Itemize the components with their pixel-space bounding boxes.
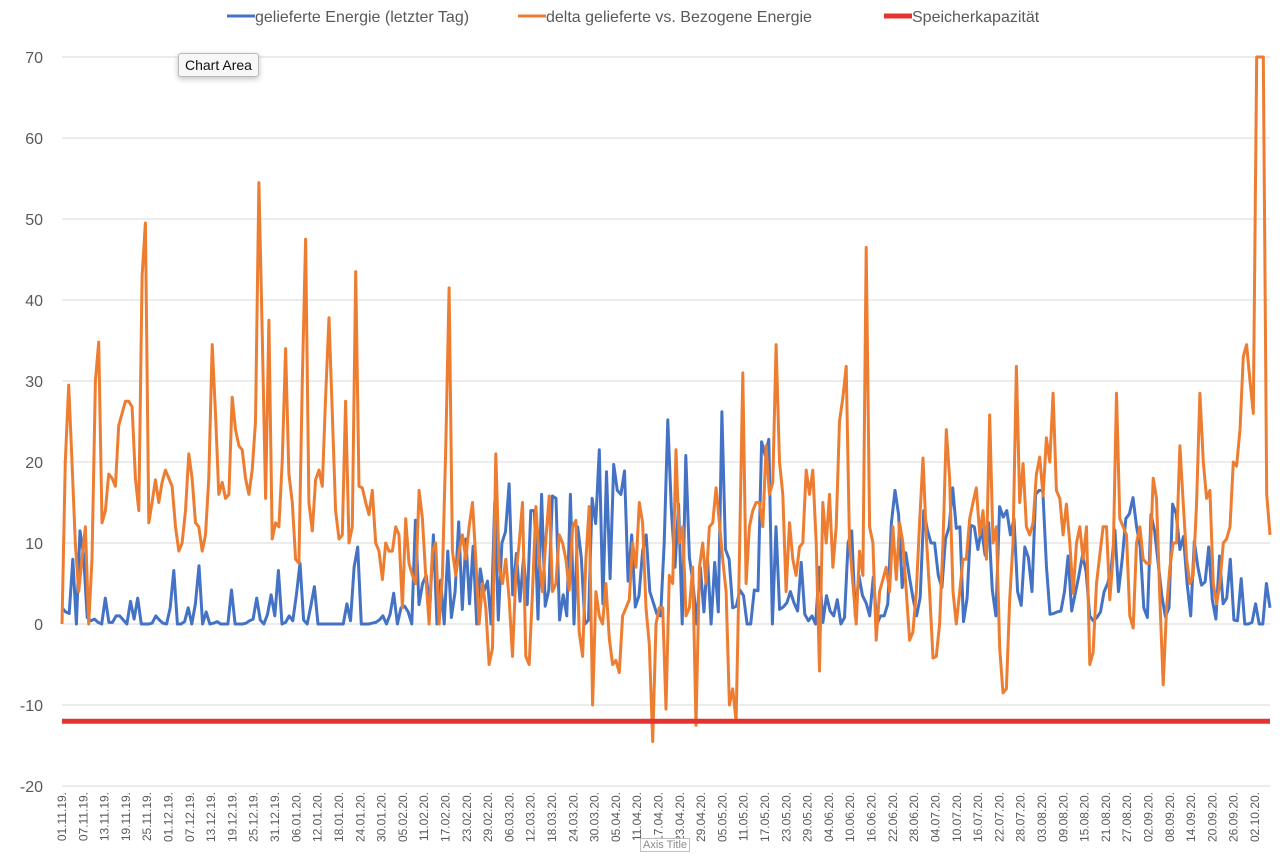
plot-area (60, 55, 1272, 743)
x-tick-label: 01.12.19. (162, 792, 176, 842)
x-tick-label: 16.07.20. (971, 792, 985, 842)
x-tick-label: 17.02.20. (438, 792, 452, 842)
x-tick-label: 18.01.20. (332, 792, 346, 842)
y-tick-label: 30 (25, 374, 43, 391)
x-tick-label: 12.01.20. (311, 792, 325, 842)
x-tick-label: 13.11.19. (98, 792, 112, 841)
x-tick-label: 07.11.19. (76, 792, 90, 841)
legend-entry: delta gelieferte vs. Bezogene Energie (546, 9, 812, 26)
x-axis-title[interactable]: Axis Title (640, 838, 691, 852)
x-tick-label: 15.08.20. (1078, 792, 1092, 842)
x-tick-label: 16.06.20. (865, 792, 879, 842)
legend-entry: gelieferte Energie (letzter Tag) (255, 9, 469, 26)
series-line-delta (60, 55, 1272, 743)
x-tick-label: 09.08.20. (1056, 792, 1070, 842)
x-tick-label: 25.12.19. (247, 792, 261, 842)
y-axis: 70 60 50 40 30 20 10 0 -10 -20 (20, 50, 43, 796)
x-tick-label: 21.08.20. (1099, 792, 1113, 842)
x-tick-label: 02.10.20. (1248, 792, 1262, 842)
x-tick-label: 23.05.20. (779, 792, 793, 842)
x-tick-label: 14.09.20. (1184, 792, 1198, 842)
x-tick-label: 30.01.20. (375, 792, 389, 842)
x-tick-label: 24.01.20. (353, 792, 367, 842)
x-tick-label: 10.07.20. (950, 792, 964, 842)
x-tick-label: 27.08.20. (1120, 792, 1134, 842)
legend-entry: Speicherkapazität (912, 9, 1040, 26)
x-tick-label: 01.11.19. (55, 792, 69, 841)
x-tick-label: 11.02.20. (417, 792, 431, 841)
x-tick-label: 29.02.20. (481, 792, 495, 842)
x-tick-label: 05.05.20. (715, 792, 729, 842)
x-tick-label: 31.12.19. (268, 792, 282, 842)
x-tick-label: 23.02.20. (460, 792, 474, 842)
x-tick-label: 28.06.20. (907, 792, 921, 842)
x-tick-label: 20.09.20. (1205, 792, 1219, 842)
x-tick-label: 05.02.20. (396, 792, 410, 842)
x-tick-label: 28.07.20. (1014, 792, 1028, 842)
legend[interactable]: gelieferte Energie (letzter Tag) delta ge… (227, 9, 1040, 26)
y-tick-label: 10 (25, 536, 43, 553)
chart-area-tooltip: Chart Area (178, 53, 259, 77)
x-tick-label: 17.05.20. (758, 792, 772, 842)
x-tick-label: 25.11.19. (140, 792, 154, 841)
x-tick-label: 18.03.20. (545, 792, 559, 842)
y-tick-label: 60 (25, 131, 43, 148)
x-tick-label: 04.07.20. (928, 792, 942, 842)
y-tick-label: 0 (34, 617, 43, 634)
x-tick-label: 30.03.20. (588, 792, 602, 842)
x-tick-label: 06.03.20. (502, 792, 516, 842)
x-tick-label: 26.09.20. (1227, 792, 1241, 842)
y-tick-label: -10 (20, 698, 43, 715)
x-tick-label: 23.04.20. (673, 792, 687, 842)
x-tick-label: 04.06.20. (822, 792, 836, 842)
x-tick-label: 12.03.20. (524, 792, 538, 842)
x-tick-label: 13.12.19. (204, 792, 218, 842)
x-tick-label: 11.04.20. (630, 792, 644, 841)
x-tick-label: 08.09.20. (1163, 792, 1177, 842)
x-tick-label: 07.12.19. (183, 792, 197, 842)
y-tick-label: -20 (20, 779, 43, 796)
x-tick-label: 19.12.19. (225, 792, 239, 842)
x-tick-label: 05.04.20. (609, 792, 623, 842)
x-tick-label: 22.06.20. (886, 792, 900, 842)
y-tick-label: 20 (25, 455, 43, 472)
x-tick-label: 29.05.20. (801, 792, 815, 842)
x-tick-label: 17.04.20. (652, 792, 666, 842)
series-line-gelieferte-energie (60, 410, 1272, 626)
x-tick-label: 03.08.20. (1035, 792, 1049, 842)
x-tick-label: 10.06.20. (843, 792, 857, 842)
x-tick-label: 11.05.20. (737, 792, 751, 841)
x-tick-label: 02.09.20. (1141, 792, 1155, 842)
x-tick-label: 29.04.20. (694, 792, 708, 842)
x-axis: 01.11.19. 07.11.19. 13.11.19. 19.11.19. 25.1… (55, 792, 1262, 842)
x-tick-label: 22.07.20. (992, 792, 1006, 842)
y-tick-label: 50 (25, 212, 43, 229)
x-tick-label: 19.11.19. (119, 792, 133, 841)
x-tick-label: 24.03.20. (566, 792, 580, 842)
y-tick-label: 70 (25, 50, 43, 67)
x-tick-label: 06.01.20. (289, 792, 303, 842)
y-tick-label: 40 (25, 293, 43, 310)
